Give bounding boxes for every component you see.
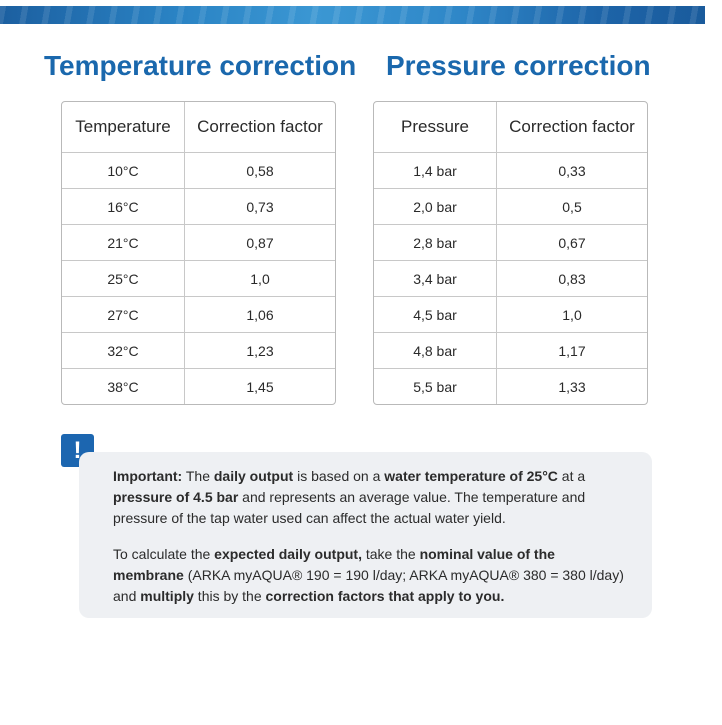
temperature-correction-table: Temperature Correction factor 10°C 0,58 16°…: [61, 101, 336, 405]
condition-cell: 2,8 bar: [374, 225, 497, 261]
emphasis-text: water temperature of 25°C: [384, 468, 558, 484]
condition-cell: 2,0 bar: [374, 189, 497, 225]
body-text: is based on a: [293, 468, 385, 484]
emphasis-text: multiply: [140, 588, 194, 604]
condition-cell: 10°C: [62, 153, 185, 189]
body-text: this by the: [193, 588, 266, 604]
condition-cell: 4,8 bar: [374, 333, 497, 369]
correction-factor-cell: 0,73: [185, 189, 335, 225]
table-row: 38°C 1,45: [62, 369, 335, 404]
correction-factor-cell: 1,45: [246, 378, 274, 395]
emphasis-text: correction factors that apply to you.: [265, 588, 505, 604]
table-row: 2,0 bar 0,5: [374, 189, 647, 225]
correction-factor-cell: 0,83: [497, 261, 647, 297]
condition-cell: 5,5 bar: [374, 369, 497, 404]
emphasis-text: Important:: [113, 468, 183, 484]
condition-cell: 1,4 bar: [374, 153, 497, 189]
emphasis-text: pressure of 4.5 bar: [113, 489, 239, 505]
body-text: (ARKA myAQUA® 190 = 190 l/day; ARKA myAQ…: [113, 567, 624, 604]
emphasis-text: expected daily output,: [214, 546, 362, 562]
column-header: Correction factor: [185, 102, 335, 153]
table-row: 4,8 bar 1,17: [374, 333, 647, 369]
condition-cell: 4,5 bar: [374, 297, 497, 333]
column-header: Pressure: [374, 102, 497, 153]
column-header: Correction factor: [497, 102, 647, 153]
emphasis-text: nominal value of the membrane: [113, 546, 555, 583]
body-text: To calculate the: [113, 546, 215, 562]
condition-cell: 21°C: [62, 225, 185, 261]
table-row: 21°C 0,87: [62, 225, 335, 261]
table-row: 4,5 bar 1,0: [374, 297, 647, 333]
table-row: 2,8 bar 0,67: [374, 225, 647, 261]
body-text: take the: [361, 546, 420, 562]
table-row: 5,5 bar 1,33: [374, 369, 647, 404]
pressure-correction-table: Pressure Correction factor 1,4 bar 0,33 2,0…: [373, 101, 648, 405]
header-banner: [0, 6, 705, 24]
correction-factor-cell: 1,06: [185, 297, 335, 333]
correction-factor-cell: 1,0: [497, 297, 647, 333]
correction-factor-cell: 0,87: [185, 225, 335, 261]
note-paragraph-2: To calculate the expected daily output, …: [113, 544, 629, 607]
note-paragraph-1: Important: The daily output is based on …: [113, 466, 629, 529]
correction-factor-cell: 0,67: [497, 225, 647, 261]
table-row: 32°C 1,23: [62, 333, 335, 369]
table-row: 1,4 bar 0,33: [374, 153, 647, 189]
column-header: Temperature: [62, 102, 185, 153]
table-row: 27°C 1,06: [62, 297, 335, 333]
condition-cell: 16°C: [62, 189, 185, 225]
correction-factor-cell: 0,33: [497, 153, 647, 189]
table-row: 25°C 1,0: [62, 261, 335, 297]
condition-cell: 25°C: [62, 261, 185, 297]
important-note-box: Important: The daily output is based on …: [79, 452, 652, 618]
correction-factor-cell: 1,0: [185, 261, 335, 297]
exclamation-icon: !: [61, 434, 94, 467]
temperature-correction-title: Temperature correction: [44, 50, 357, 81]
condition-cell: 32°C: [62, 333, 185, 369]
pressure-correction-title: Pressure correction: [386, 50, 651, 81]
condition-cell: 27°C: [62, 297, 185, 333]
correction-factor-cell: 1,17: [497, 333, 647, 369]
body-text: at a: [557, 468, 586, 484]
correction-factor-cell: 0,5: [497, 189, 647, 225]
body-text: The: [182, 468, 214, 484]
table-row: 16°C 0,73: [62, 189, 335, 225]
condition-cell: 38°C: [62, 369, 185, 404]
emphasis-text: daily output: [213, 468, 294, 484]
correction-factor-cell: 0,58: [185, 153, 335, 189]
table-row: 10°C 0,58: [62, 153, 335, 189]
body-text: and represents an average value. The tem…: [113, 489, 586, 526]
condition-cell: 3,4 bar: [374, 261, 497, 297]
table-row: 3,4 bar 0,83: [374, 261, 647, 297]
correction-factor-cell: 1,33: [558, 378, 586, 395]
correction-factor-cell: 1,23: [185, 333, 335, 369]
